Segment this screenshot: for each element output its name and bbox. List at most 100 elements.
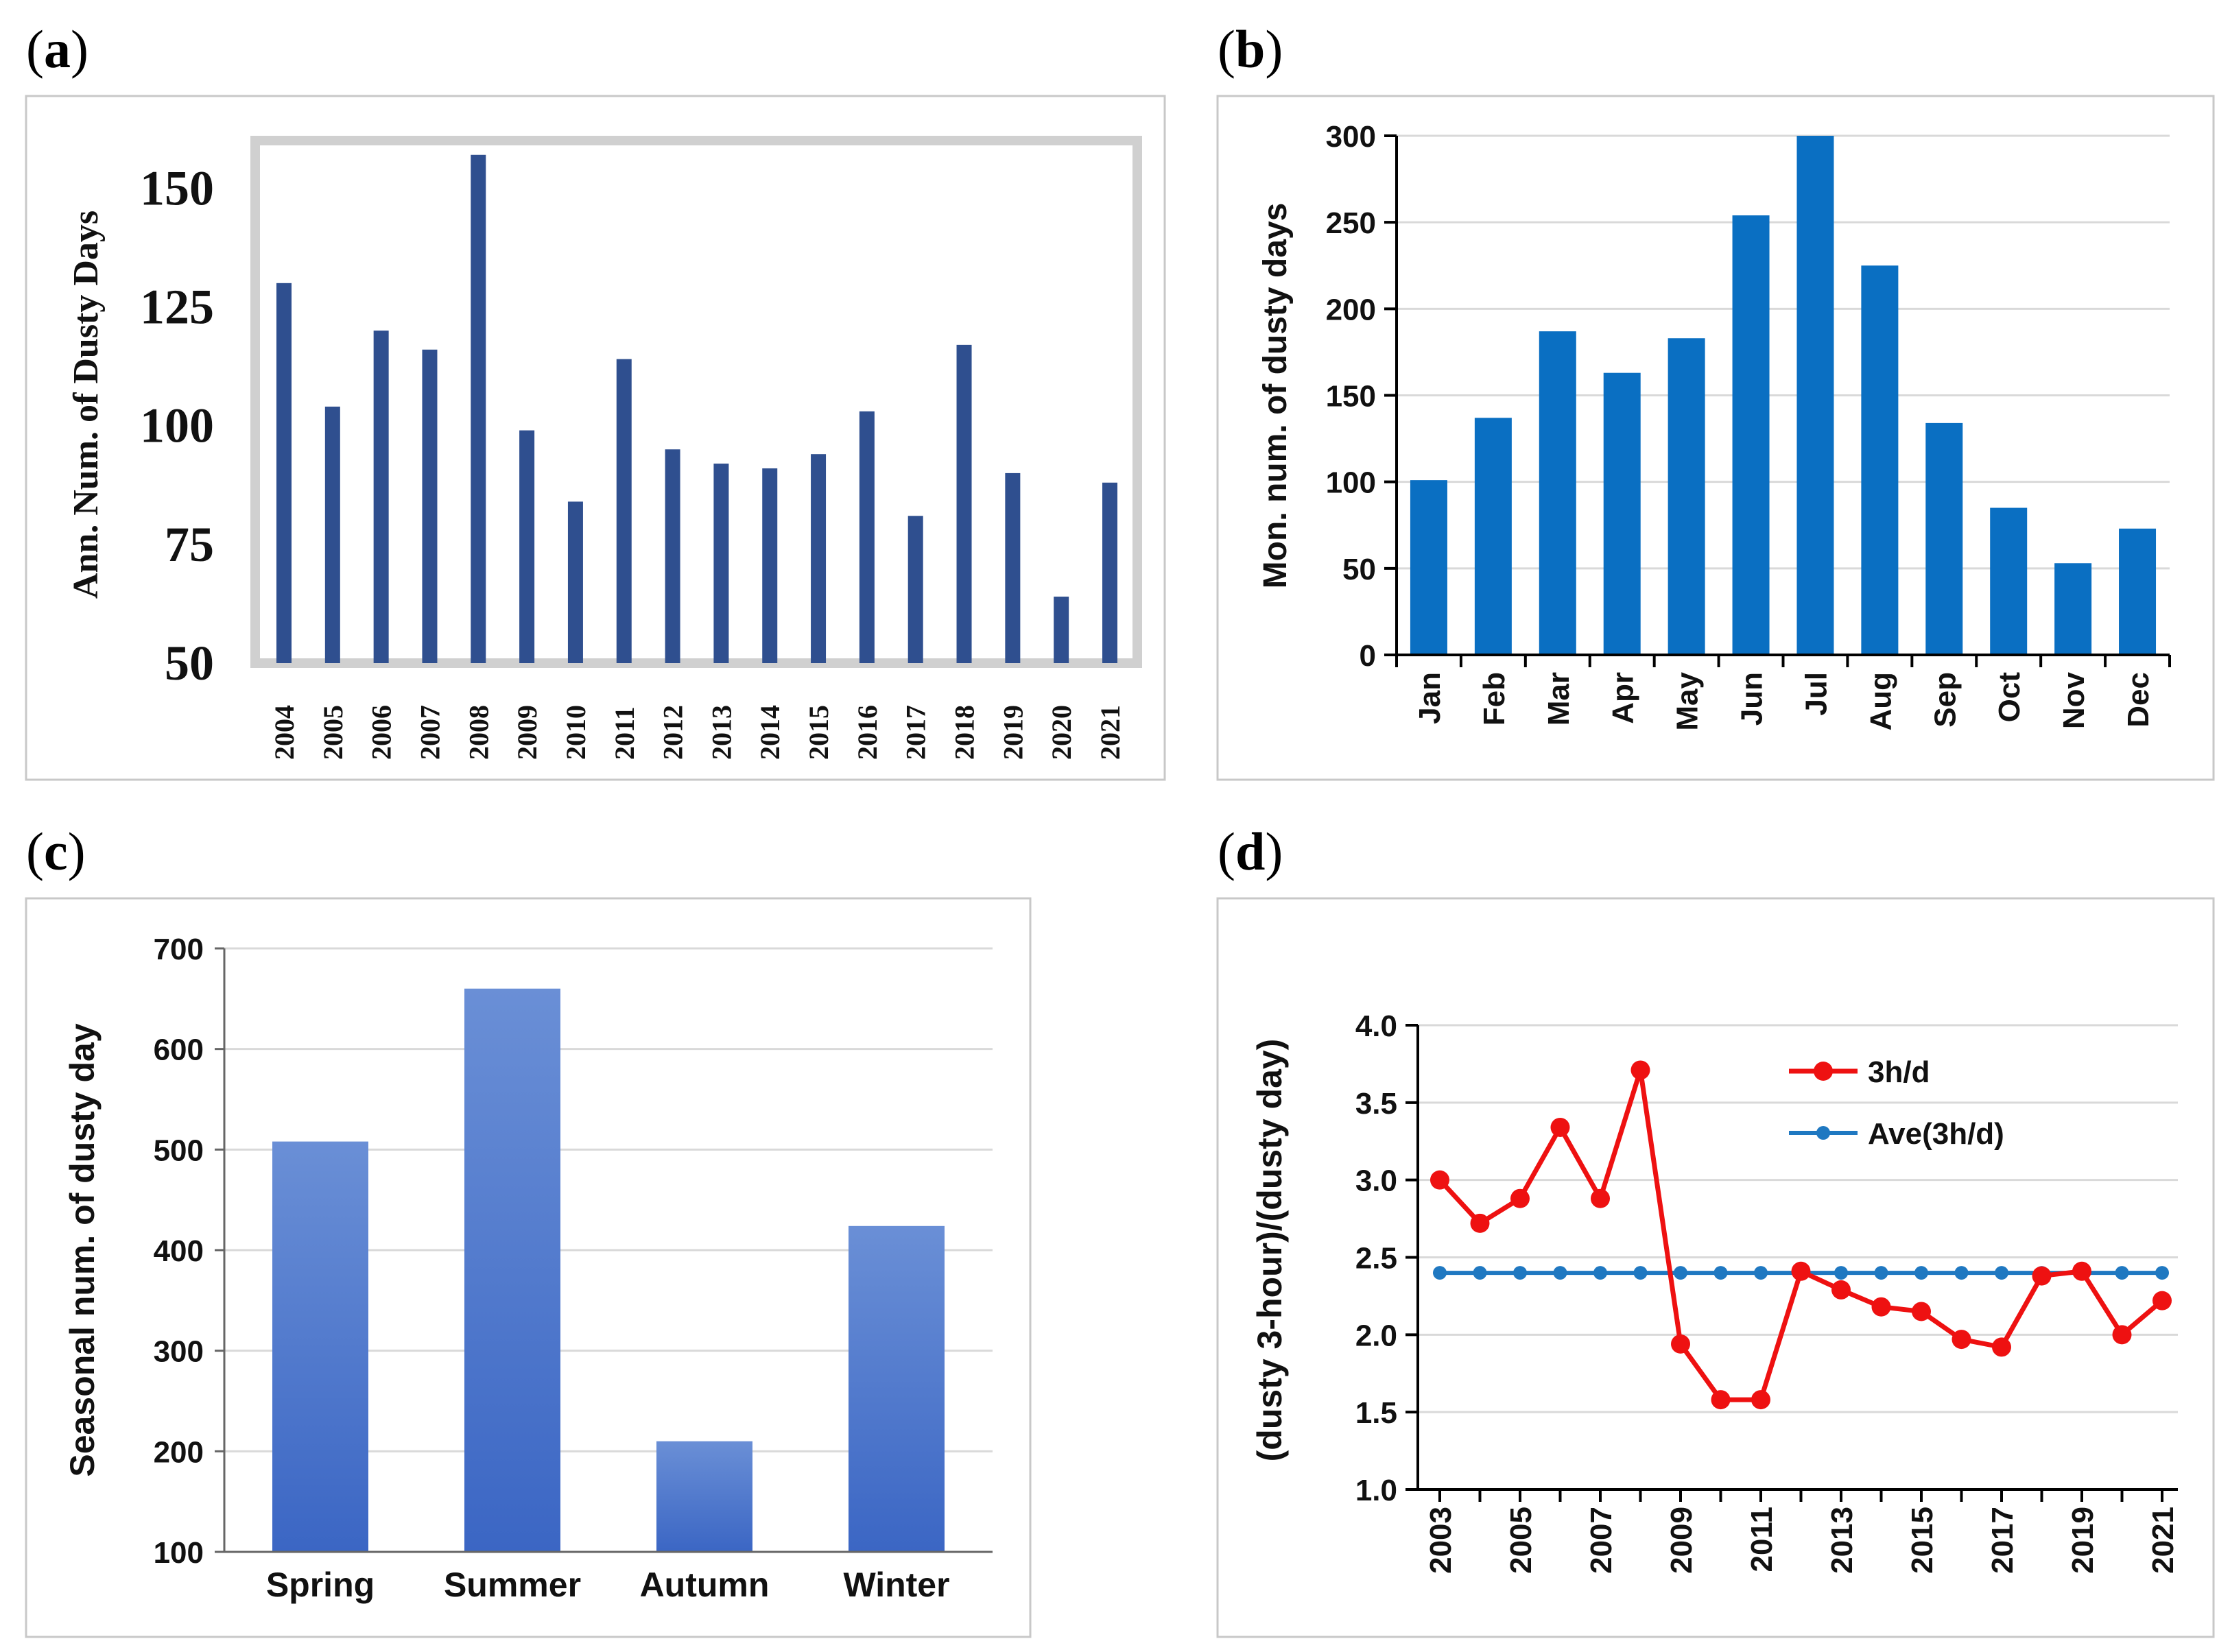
point-ave xyxy=(1954,1266,1969,1280)
bar-a xyxy=(422,349,438,663)
point-ave xyxy=(1874,1266,1888,1280)
bar-a xyxy=(1005,472,1021,663)
x-tick-label-a: 2007 xyxy=(414,705,445,760)
x-tick-label-a: 2014 xyxy=(755,705,785,760)
x-tick-label-b: Mar xyxy=(1542,672,1576,726)
chart-c: 100 200 300 400 500 600 700 Spring Summer Autumn W… xyxy=(63,933,993,1604)
plot-frame-a xyxy=(250,136,1142,668)
bar-a xyxy=(276,283,292,663)
panel-a-border xyxy=(25,95,1166,781)
bar-a xyxy=(762,468,778,663)
y-tick-label-b: 200 xyxy=(1326,293,1376,326)
x-tick-label-d: 2019 xyxy=(2066,1507,2100,1574)
y-axis-title-b: Mon. num. of dusty days xyxy=(1257,203,1294,589)
chart-d: 1.0 1.5 2.0 2.5 3.0 3.5 4.0 2003 2005 2007 2009 201… xyxy=(1250,1009,2180,1574)
legend-marker-3hd xyxy=(1814,1062,1833,1081)
panel-b-border xyxy=(1216,95,2215,781)
x-tick-label-a: 2020 xyxy=(1046,705,1077,760)
x-tick-label-b: Dec xyxy=(2122,672,2155,728)
x-tick-label-a: 2018 xyxy=(949,705,980,760)
x-tick-label-d: 2015 xyxy=(1906,1507,1939,1574)
x-tick-label-a: 2019 xyxy=(997,705,1028,760)
panel-label-c: (c) xyxy=(26,822,86,881)
x-tick-label-a: 2017 xyxy=(901,705,932,760)
point-3hd xyxy=(1992,1337,2011,1357)
y-axis-title-c: Seasonal num. of dusty day xyxy=(63,1023,102,1476)
bar-c xyxy=(272,1141,368,1552)
x-tick-label-b: Jul xyxy=(1799,672,1833,716)
point-3hd xyxy=(2032,1266,2052,1286)
y-tick-label-c: 400 xyxy=(154,1234,204,1268)
x-tick-label-a: 2016 xyxy=(852,705,883,760)
bar-a xyxy=(859,411,875,663)
x-tick-label-d: 2003 xyxy=(1424,1507,1458,1574)
y-tick-label-d: 2.5 xyxy=(1355,1242,1397,1276)
x-tick-label-a: 2013 xyxy=(706,705,737,760)
y-tick-label-b: 250 xyxy=(1326,206,1376,240)
x-tick-label-a: 2012 xyxy=(658,705,689,760)
bar-b xyxy=(1539,331,1576,655)
x-tick-label-d: 2011 xyxy=(1745,1507,1779,1572)
point-3hd xyxy=(1671,1334,1690,1354)
panel-label-d: (d) xyxy=(1218,822,1283,881)
y-axis-title-d: (dusty 3-hour)/(dusty day) xyxy=(1250,1039,1289,1462)
point-3hd xyxy=(2112,1325,2132,1345)
y-tick-label-b: 300 xyxy=(1326,120,1376,154)
y-tick-label-c: 200 xyxy=(154,1435,204,1469)
y-tick-label-d: 4.0 xyxy=(1355,1009,1397,1043)
point-ave xyxy=(2115,1266,2129,1280)
x-tick-label-b: May xyxy=(1671,671,1705,730)
point-3hd xyxy=(1630,1060,1650,1080)
y-tick-label-a: 50 xyxy=(165,636,214,691)
point-3hd xyxy=(1871,1297,1891,1317)
bar-a xyxy=(471,154,486,664)
y-tick-label-b: 150 xyxy=(1326,380,1376,414)
y-tick-label-d: 3.5 xyxy=(1355,1087,1397,1121)
bar-b xyxy=(1668,338,1705,655)
bar-b xyxy=(1732,215,1770,655)
bar-b xyxy=(2054,563,2092,655)
bar-b xyxy=(2119,528,2157,655)
x-tick-label-c: Autumn xyxy=(640,1566,770,1604)
point-ave xyxy=(1754,1266,1768,1280)
y-tick-label-c: 500 xyxy=(154,1134,204,1167)
x-tick-label-d: 2021 xyxy=(2146,1507,2180,1574)
bar-b xyxy=(1410,480,1447,655)
point-3hd xyxy=(1510,1188,1530,1208)
bar-a xyxy=(567,501,583,663)
bar-a xyxy=(956,344,972,663)
x-tick-label-b: Nov xyxy=(2057,671,2091,729)
legend-marker-ave xyxy=(1816,1126,1830,1140)
chart-b: 0 50 100 150 200 250 300 Jan Feb Mar Apr May Jun Jul A… xyxy=(1257,120,2171,731)
point-ave xyxy=(1674,1266,1687,1280)
y-tick-label-d: 2.0 xyxy=(1355,1319,1397,1352)
point-3hd xyxy=(2072,1261,2091,1281)
bar-c xyxy=(656,1441,752,1552)
x-tick-label-a: 2011 xyxy=(609,706,640,760)
panel-c-border xyxy=(25,897,1032,1638)
bar-a xyxy=(616,359,632,663)
point-3hd xyxy=(1952,1330,1971,1350)
point-ave xyxy=(1633,1266,1648,1280)
panel-label-b: (b) xyxy=(1218,19,1283,79)
x-tick-label-d: 2009 xyxy=(1665,1507,1698,1574)
bar-a xyxy=(1054,597,1069,663)
bar-a xyxy=(519,430,535,663)
bar-c xyxy=(849,1225,945,1552)
bar-a xyxy=(811,454,827,663)
panel-label-a: (a) xyxy=(26,19,88,79)
bar-a xyxy=(713,464,729,663)
x-tick-label-d: 2013 xyxy=(1825,1507,1859,1574)
bar-b xyxy=(1474,418,1512,655)
x-tick-label-b: Jan xyxy=(1413,672,1447,724)
y-axis-title-a: Ann. Num. of Dusty Days xyxy=(67,211,106,599)
series-line-3hd xyxy=(1438,1069,2164,1402)
y-tick-label-c: 700 xyxy=(154,933,204,966)
point-ave xyxy=(1513,1266,1527,1280)
x-tick-label-a: 2009 xyxy=(512,705,543,760)
bar-a xyxy=(373,331,389,663)
bar-a xyxy=(1102,482,1117,663)
x-tick-label-a: 2010 xyxy=(560,705,591,760)
y-tick-label-a: 150 xyxy=(140,160,214,215)
